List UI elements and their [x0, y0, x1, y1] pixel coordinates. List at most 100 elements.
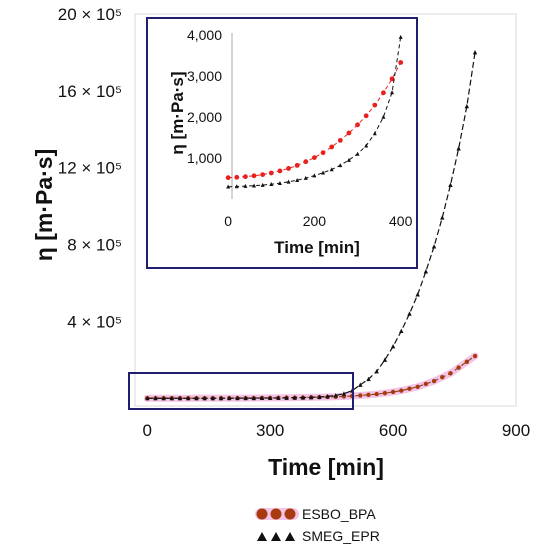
- esbo-point: [415, 384, 420, 389]
- smeg-point: [341, 391, 347, 396]
- smeg-point: [292, 395, 297, 400]
- smeg-point: [169, 395, 175, 401]
- esbo-point: [358, 393, 363, 398]
- inset-esbo-point: [329, 144, 335, 150]
- inset-smeg-point: [329, 167, 334, 172]
- inset-smeg-point: [260, 182, 265, 187]
- legend-triangle-markers-icon: [255, 529, 299, 543]
- inset-smeg-point: [364, 143, 369, 148]
- main-y-tick-label: 20 × 10⁵: [58, 5, 122, 24]
- zoom-region-box: [128, 372, 354, 410]
- legend: ESBO_BPA SMEG_EPR: [255, 503, 380, 547]
- main-x-tick-label: 0: [143, 421, 152, 440]
- main-plot-area: [134, 13, 517, 407]
- legend-circle-markers-icon: [255, 507, 299, 521]
- inset-esbo-point: [372, 102, 378, 108]
- esbo-point: [423, 381, 429, 387]
- legend-label-esbo: ESBO_BPA: [302, 506, 376, 522]
- inset-esbo-point: [268, 170, 274, 176]
- inset-esbo-point: [320, 150, 326, 156]
- smeg-point: [243, 395, 248, 401]
- inset-esbo-point: [277, 168, 283, 174]
- legend-label-smeg: SMEG_EPR: [302, 528, 380, 544]
- smeg-point: [259, 395, 265, 401]
- inset-x-tick-label: 200: [303, 213, 327, 229]
- inset-esbo-point: [337, 137, 343, 143]
- smeg-point: [333, 393, 338, 398]
- inset-esbo-point: [243, 174, 248, 180]
- inset-smeg-point: [295, 177, 300, 182]
- inset-esbo-point: [381, 90, 386, 96]
- smeg-point: [358, 382, 363, 387]
- main-series-layer: [143, 50, 479, 402]
- inset-esbo-point: [355, 122, 360, 128]
- esbo-halo-line: [143, 352, 479, 402]
- main-y-tick-label: 8 × 10⁵: [67, 236, 122, 255]
- inset-x-tick-label: 400: [389, 213, 413, 229]
- esbo-point: [464, 359, 470, 365]
- inset-y-tick-label: 4,000: [187, 27, 222, 43]
- esbo-point: [440, 374, 445, 380]
- smeg-point: [390, 344, 396, 349]
- esbo-point: [472, 353, 478, 359]
- inset-esbo-point: [363, 113, 369, 119]
- smeg-point: [177, 395, 183, 401]
- inset-smeg-point: [390, 90, 395, 95]
- main-y-axis-title: η [m·Pa·s]: [31, 149, 57, 261]
- main-x-tick-label: 600: [379, 421, 407, 440]
- inset-esbo-point: [346, 130, 352, 136]
- smeg-point: [464, 103, 470, 109]
- inset-smeg-point: [269, 182, 274, 187]
- inset-smeg-point: [381, 114, 386, 119]
- smeg-point: [210, 395, 216, 401]
- smeg-point: [448, 182, 453, 188]
- main-x-tick-label: 300: [256, 421, 284, 440]
- inset-tick-labels: 0 200 400 1,000 2,000 3,000 4,000: [187, 27, 413, 229]
- smeg-point: [374, 369, 379, 374]
- inset-esbo-point: [303, 159, 309, 165]
- inset-smeg-point: [321, 170, 326, 175]
- inset-y-axis-title: η [m·Pa·s]: [168, 71, 187, 154]
- inset-smeg-point: [252, 183, 257, 188]
- smeg-point: [284, 395, 289, 400]
- inset-esbo-line: [228, 62, 402, 179]
- smeg-point: [145, 395, 150, 401]
- inset-y-tick-label: 2,000: [187, 109, 222, 125]
- inset-esbo-point: [286, 166, 291, 171]
- main-x-tick-label: 900: [502, 421, 530, 440]
- smeg-point: [186, 395, 191, 401]
- smeg-point: [308, 394, 314, 400]
- inset-esbo-point: [389, 76, 395, 82]
- inset-smeg-point: [286, 179, 291, 184]
- smeg-point: [472, 50, 478, 55]
- inset-y-tick-label: 3,000: [187, 68, 222, 84]
- smeg-point: [382, 357, 388, 362]
- inset-smeg-point: [234, 184, 239, 189]
- esbo-point: [431, 378, 437, 384]
- inset-smeg-point: [338, 163, 343, 168]
- legend-item-smeg: SMEG_EPR: [255, 525, 380, 547]
- smeg-point: [194, 395, 199, 401]
- smeg-point: [399, 328, 404, 334]
- esbo-series-line: [147, 355, 476, 399]
- smeg-point: [325, 393, 330, 399]
- esbo-point: [366, 392, 371, 398]
- esbo-point: [407, 386, 412, 391]
- inset-smeg-point: [346, 157, 351, 162]
- inset-smeg-point: [303, 175, 308, 180]
- main-y-tick-label: 16 × 10⁵: [58, 82, 122, 101]
- inset-smeg-point: [243, 183, 248, 188]
- smeg-point: [161, 395, 166, 401]
- inset-esbo-point: [398, 60, 404, 65]
- smeg-point: [202, 395, 207, 401]
- inset-esbo-point: [312, 155, 317, 160]
- inset-smeg-point: [277, 181, 282, 186]
- smeg-point: [276, 395, 281, 400]
- inset-smeg-point: [372, 131, 377, 136]
- smeg-point: [407, 311, 412, 316]
- smeg-point: [235, 395, 240, 401]
- inset-x-tick-label: 0: [224, 213, 232, 229]
- smeg-point: [456, 146, 461, 151]
- inset-x-axis-title: Time [min]: [274, 238, 360, 257]
- inset-esbo-point: [234, 174, 240, 180]
